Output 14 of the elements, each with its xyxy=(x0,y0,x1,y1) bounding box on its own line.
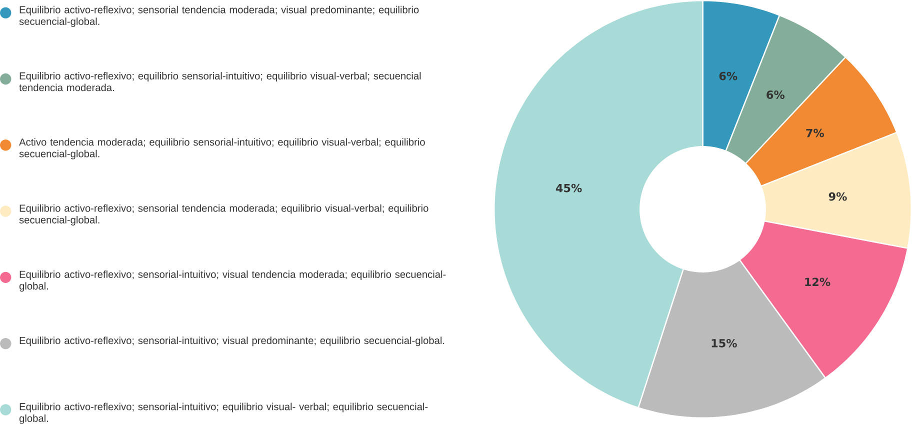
legend-label: Equilibrio activo-reflexivo; sensorial-intuitivo; visual predominante; equilibrio secuencial-global. xyxy=(20,336,444,346)
data-label: 9% xyxy=(828,192,847,201)
data-label: 15% xyxy=(712,339,737,348)
data-label: 45% xyxy=(556,184,582,192)
legend-label: Equilibrio activo-reflexivo; sensorial-intuitivo; visual tendencia moderada; equilibrio secuencial-global. xyxy=(19,270,446,292)
legend-label: Equilibrio activo-reflexivo; sensorial tendencia moderada; visual predominante; equilibrio secuencial-global. xyxy=(19,6,419,28)
data-label: 12% xyxy=(805,278,830,286)
data-label: 6% xyxy=(766,90,785,99)
data-label: 6% xyxy=(719,72,738,80)
legend-label: Equilibrio activo-reflexivo; equilibrio sensorial-intuitivo; equilibrio visual-verbal; secuencial tendencia moderada. xyxy=(19,72,421,92)
legend-label: Activo tendencia moderada; equilibrio sensorial-intuitivo; equilibrio visual-verbal; equilibrio secuencial-global. xyxy=(19,138,425,160)
legend-label: Equilibrio activo-reflexivo; sensorial tendencia moderada; equilibrio visual-verbal; equilibrio secuencial-global. xyxy=(19,204,428,226)
legend-label: Equilibrio activo-reflexivo; sensorial-intuitivo; equilibrio visual- verbal; equilibrio secuencial-global. xyxy=(19,402,428,424)
data-label: 7% xyxy=(806,128,824,138)
